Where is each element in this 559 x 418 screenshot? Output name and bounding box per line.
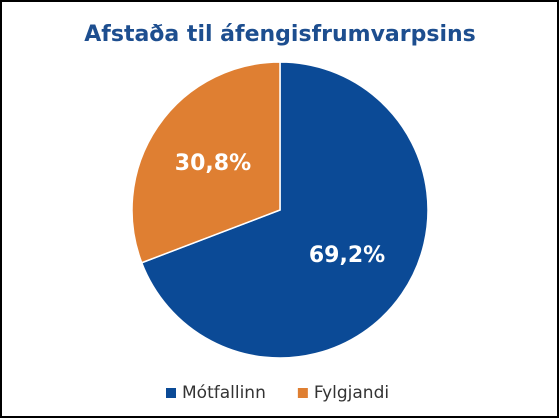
pie-slice <box>131 61 281 264</box>
legend-label: Fylgjandi <box>314 383 389 403</box>
value-label: 69,2% <box>309 243 385 268</box>
value-label: 30,8% <box>175 151 251 176</box>
legend-swatch <box>166 388 176 398</box>
pie-slice <box>140 61 429 359</box>
chart-title: Afstaða til áfengisfrumvarpsins <box>84 22 476 47</box>
legend-label: Mótfallinn <box>182 383 266 403</box>
legend-swatch <box>297 388 308 398</box>
